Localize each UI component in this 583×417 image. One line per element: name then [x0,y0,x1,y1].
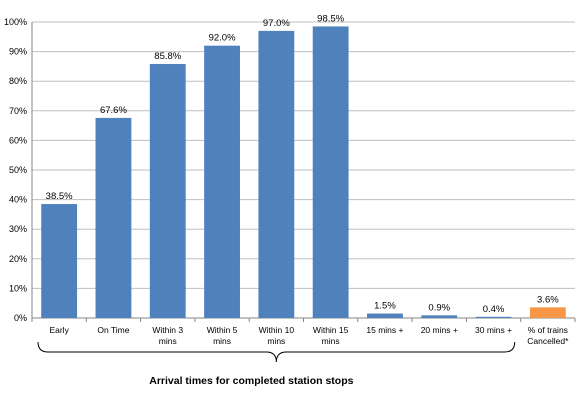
data-label: 67.6% [100,105,127,116]
data-labels: 38.5% 67.6% 85.8% 92.0% 97.0% 98.5% 1.5% 0.9% 0.… [46,13,560,314]
category-label: % of trains [528,325,568,335]
data-label: 0.4% [483,304,505,315]
category-label: Cancelled* [527,336,569,346]
category-label: Within 5 [207,325,238,335]
y-tick-label: 40% [9,195,27,205]
category-label: mins [213,336,231,346]
y-tick-label: 70% [9,106,27,116]
bar [367,313,403,318]
category-label: mins [322,336,340,346]
y-tick-label: 80% [9,76,27,86]
y-tick-label: 90% [9,47,27,57]
brace-shape [37,341,516,363]
category-label: 15 mins + [366,325,403,335]
data-label: 92.0% [209,33,236,44]
bar [529,307,566,318]
brace-caption: Arrival times for completed station stop… [149,375,353,387]
bar [258,30,295,318]
category-label: Within 3 [152,325,183,335]
bar [204,45,240,319]
data-label: 38.5% [46,191,73,202]
y-tick-label: 100% [4,17,27,27]
y-tick-label: 60% [9,135,27,145]
y-axis-ticks: 0% 10% 20% 30% 40% 50% 60% 70% 80% 90% 100% [4,17,27,323]
category-label: mins [267,336,285,346]
category-brace [37,341,516,363]
data-label: 85.8% [154,51,181,62]
bar [475,316,512,318]
data-label: 3.6% [537,294,559,305]
category-label: Within 15 [313,325,349,335]
category-label: mins [159,336,177,346]
y-tick-label: 30% [9,224,27,234]
y-tick-label: 0% [14,313,27,323]
y-tick-label: 50% [9,165,27,175]
bars [41,26,566,319]
data-label: 0.9% [428,302,450,313]
data-label: 97.0% [263,18,290,29]
bar [312,26,349,318]
bar [421,315,458,318]
data-label: 1.5% [374,301,396,312]
category-label: On Time [97,325,129,335]
y-tick-label: 10% [9,283,27,293]
y-tick-label: 20% [9,254,27,264]
data-label: 98.5% [317,13,344,24]
category-label: 20 mins + [421,325,458,335]
bar [95,117,132,319]
category-label: 30 mins + [475,325,512,335]
category-label: Within 10 [259,325,295,335]
category-label: Early [49,325,69,335]
bar [149,64,186,318]
bar [41,204,78,318]
